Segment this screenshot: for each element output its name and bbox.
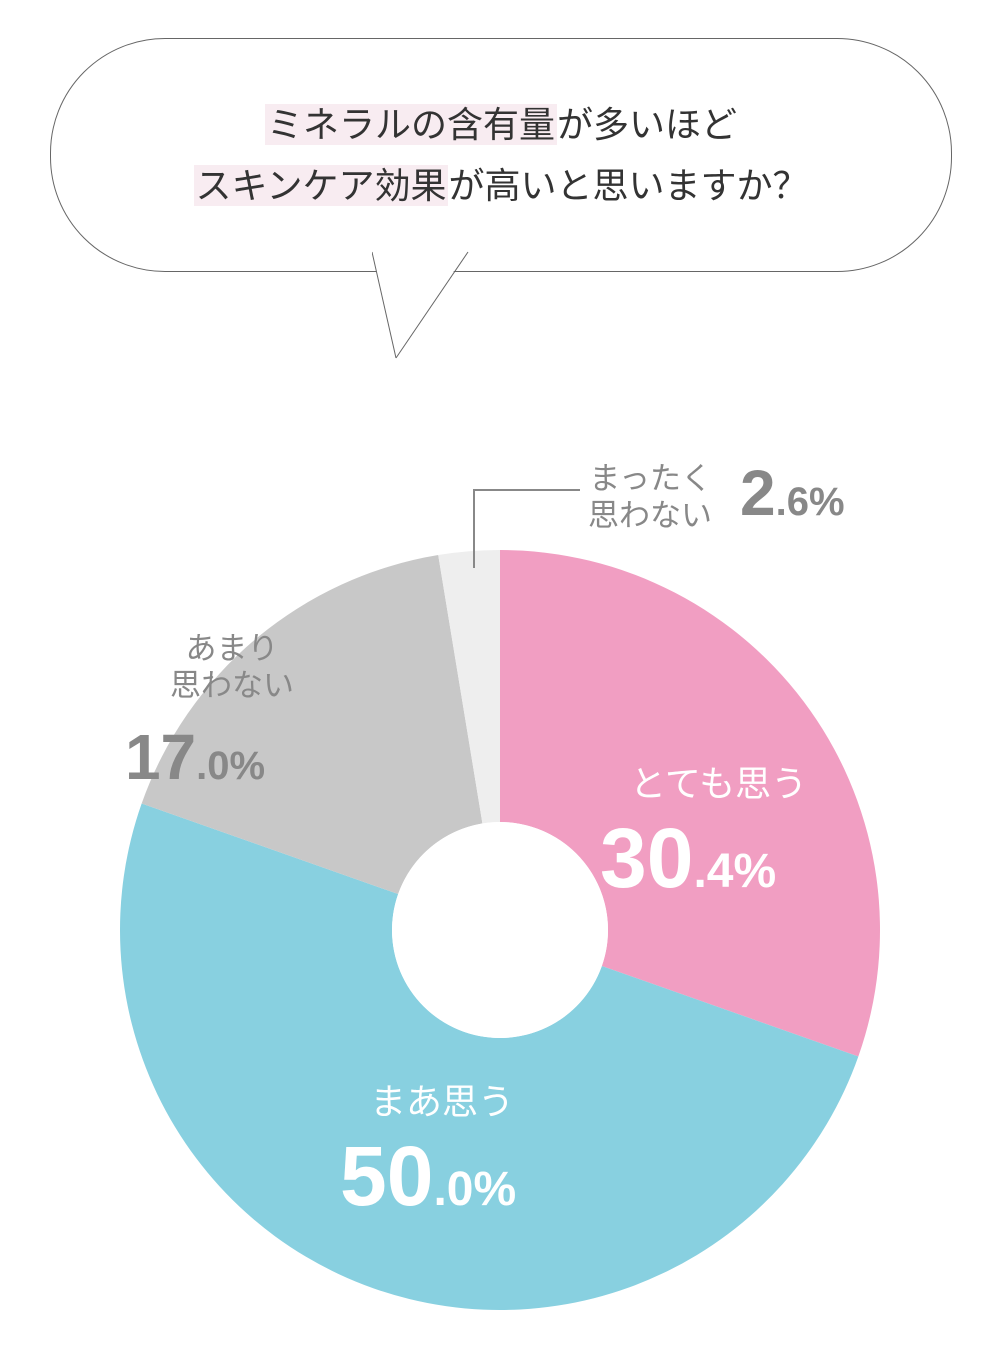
- slice-value-small-0: .4%: [693, 845, 776, 898]
- slice-value-3: 2.6%: [740, 456, 845, 530]
- slice-value-small-1: .0%: [433, 1163, 516, 1216]
- question-line1-rest: が多いほど: [557, 104, 737, 145]
- slice-value-big-1: 50: [340, 1129, 433, 1223]
- slice-label-1: まあ思う: [370, 1080, 514, 1123]
- slice-value-big-3: 2: [740, 457, 776, 529]
- slice-value-0: 30.4%: [600, 810, 776, 907]
- question-line2-highlight: スキンケア効果: [194, 165, 449, 206]
- slice-label-3: まったく 思わない: [588, 460, 712, 534]
- question-line2-rest: が高いと思いますか？: [448, 165, 808, 206]
- slice-value-1: 50.0%: [340, 1128, 516, 1225]
- slice-value-2: 17.0%: [125, 720, 265, 794]
- slice-value-big-0: 30: [600, 811, 693, 905]
- question-line1-highlight: ミネラルの含有量: [265, 104, 557, 145]
- question-text: ミネラルの含有量が多いほど スキンケア効果が高いと思いますか？: [194, 94, 809, 216]
- slice-value-small-3: .6%: [776, 480, 845, 524]
- slice-label-0: とても思う: [630, 762, 807, 805]
- question-bubble: ミネラルの含有量が多いほど スキンケア効果が高いと思いますか？: [50, 38, 952, 272]
- chart-stage: ミネラルの含有量が多いほど スキンケア効果が高いと思いますか？ とても思う 30…: [0, 0, 1000, 1367]
- slice-value-big-2: 17: [125, 721, 196, 793]
- slice-value-small-2: .0%: [196, 744, 265, 788]
- slice-label-2: あまり 思わない: [170, 630, 294, 704]
